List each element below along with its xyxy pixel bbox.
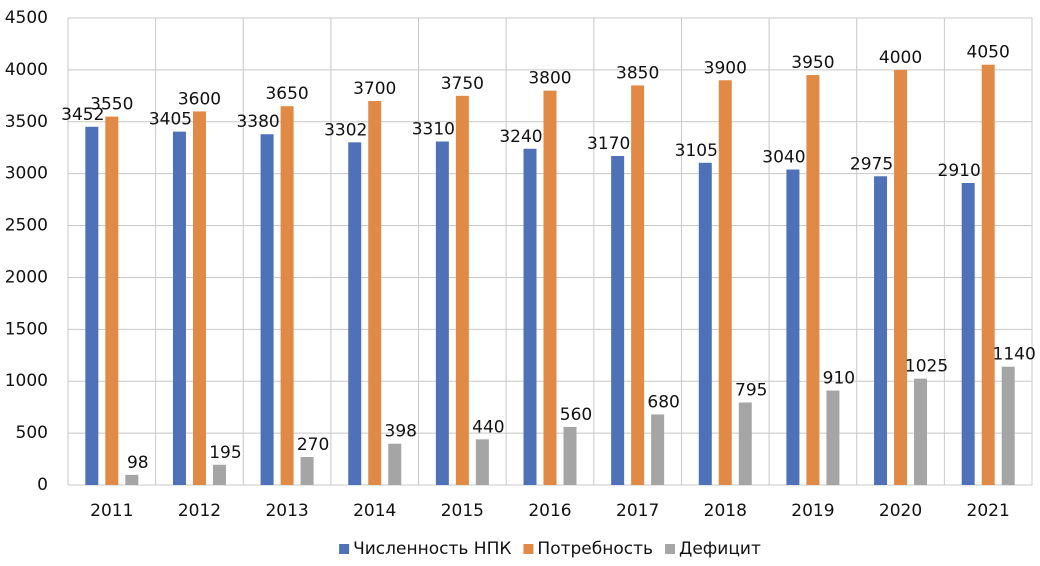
bar (698, 162, 712, 485)
legend-label: Потребность (537, 539, 653, 559)
x-tick-label: 2011 (90, 501, 133, 521)
data-label: 4050 (967, 43, 1010, 63)
data-label: 3405 (149, 110, 192, 130)
data-label: 560 (560, 405, 592, 425)
bar (651, 414, 665, 485)
y-tick-label: 500 (16, 423, 48, 443)
data-label: 270 (297, 435, 329, 455)
bar (961, 183, 975, 486)
data-label: 3800 (528, 69, 571, 89)
data-label: 3750 (441, 74, 484, 94)
data-label: 3900 (704, 58, 747, 78)
bar (826, 390, 840, 485)
bar (543, 90, 557, 486)
data-label: 1025 (905, 357, 948, 377)
data-label: 3550 (90, 95, 133, 115)
bar (85, 126, 99, 486)
y-tick-label: 1500 (5, 319, 48, 339)
bar (300, 456, 314, 485)
y-tick-label: 4000 (5, 60, 48, 80)
data-label: 910 (823, 369, 855, 389)
x-tick-label: 2017 (616, 501, 659, 521)
data-label: 3452 (61, 105, 104, 125)
data-label: 1140 (993, 345, 1036, 365)
bar (914, 378, 928, 485)
bar (455, 95, 469, 485)
data-label: 398 (385, 422, 417, 442)
bar (348, 142, 362, 485)
x-tick-label: 2018 (704, 501, 747, 521)
data-label: 3600 (178, 89, 221, 109)
data-label: 680 (647, 392, 679, 412)
bar (738, 402, 752, 485)
data-label: 3105 (675, 141, 718, 161)
y-tick-label: 2000 (5, 267, 48, 287)
data-label: 98 (127, 453, 149, 473)
x-tick-label: 2015 (441, 501, 484, 521)
data-label: 3950 (791, 53, 834, 73)
bar (368, 101, 382, 486)
data-label: 440 (472, 417, 504, 437)
y-tick-label: 3500 (5, 112, 48, 132)
bar (388, 443, 402, 485)
legend-label: Дефицит (679, 539, 761, 559)
bar (611, 156, 625, 485)
x-tick-label: 2013 (265, 501, 308, 521)
data-label: 3040 (762, 148, 805, 168)
data-label: 2975 (850, 154, 893, 174)
legend-swatch (523, 544, 534, 554)
x-tick-label: 2021 (967, 501, 1010, 521)
legend-label: Численность НПК (353, 539, 511, 559)
bar (280, 106, 294, 485)
data-label: 3700 (353, 79, 396, 99)
x-tick-label: 2019 (791, 501, 834, 521)
data-label: 3650 (265, 84, 308, 104)
bar (172, 131, 186, 486)
x-tick-label: 2020 (879, 501, 922, 521)
data-label: 3240 (499, 127, 542, 147)
bar (475, 439, 489, 485)
bar (981, 64, 995, 485)
data-label: 195 (209, 443, 241, 463)
y-tick-label: 0 (37, 475, 48, 495)
data-label: 4000 (879, 48, 922, 68)
bar (786, 169, 800, 485)
bar (631, 85, 645, 485)
legend-swatch (339, 544, 350, 554)
bar (523, 148, 537, 485)
bar (894, 69, 908, 485)
bar (105, 116, 119, 485)
bar (718, 80, 732, 486)
bar (260, 134, 274, 485)
bar (563, 426, 577, 485)
bar (212, 464, 226, 485)
x-tick-label: 2012 (178, 501, 221, 521)
y-tick-label: 3000 (5, 164, 48, 184)
x-tick-label: 2016 (528, 501, 571, 521)
bar (806, 75, 820, 486)
bar (874, 176, 888, 485)
legend-swatch (665, 544, 676, 554)
data-label: 3170 (587, 134, 630, 154)
bar (435, 141, 449, 486)
bar (192, 111, 206, 486)
y-tick-label: 1000 (5, 371, 48, 391)
data-label: 2910 (938, 161, 981, 181)
data-label: 3380 (236, 112, 279, 132)
x-tick-label: 2014 (353, 501, 396, 521)
bar (1001, 366, 1015, 485)
data-label: 3850 (616, 63, 659, 83)
y-tick-label: 2500 (5, 216, 48, 236)
data-label: 3302 (324, 120, 367, 140)
bar (125, 474, 139, 485)
data-label: 795 (735, 380, 767, 400)
y-tick-label: 4500 (5, 8, 48, 28)
data-label: 3310 (412, 119, 455, 139)
